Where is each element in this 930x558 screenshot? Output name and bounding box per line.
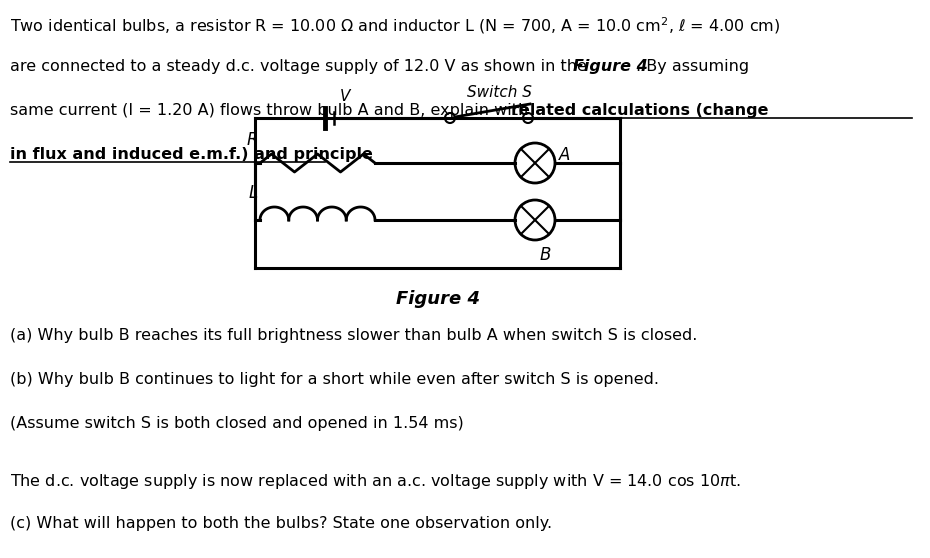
Text: (b) Why bulb B continues to light for a short while even after switch S is opene: (b) Why bulb B continues to light for a … [10,372,659,387]
Text: related calculations (change: related calculations (change [511,103,768,118]
Text: V: V [340,89,351,104]
Text: (a) Why bulb B reaches its full brightness slower than bulb A when switch S is c: (a) Why bulb B reaches its full brightne… [10,328,698,343]
Text: (Assume switch S is both closed and opened in 1.54 ms): (Assume switch S is both closed and open… [10,416,464,431]
Text: A: A [559,146,570,164]
Text: R: R [246,131,258,149]
Text: The d.c. voltage supply is now replaced with an a.c. voltage supply with V = 14.: The d.c. voltage supply is now replaced … [10,472,741,491]
Text: (c) What will happen to both the bulbs? State one observation only.: (c) What will happen to both the bulbs? … [10,516,552,531]
Text: same current (I = 1.20 A) flows throw bulb A and B, explain with: same current (I = 1.20 A) flows throw bu… [10,103,534,118]
Text: B: B [539,246,551,264]
Text: . By assuming: . By assuming [636,59,750,74]
Text: in flux and induced e.m.f.) and principle: in flux and induced e.m.f.) and principl… [10,147,373,162]
Text: are connected to a steady d.c. voltage supply of 12.0 V as shown in the: are connected to a steady d.c. voltage s… [10,59,592,74]
Text: Switch S: Switch S [467,85,531,100]
Text: Two identical bulbs, a resistor R = 10.00 $\Omega$ and inductor L (N = 700, A = : Two identical bulbs, a resistor R = 10.0… [10,15,780,36]
Text: Figure 4: Figure 4 [395,290,480,308]
Text: L: L [248,184,258,202]
Text: Figure 4: Figure 4 [573,59,648,74]
